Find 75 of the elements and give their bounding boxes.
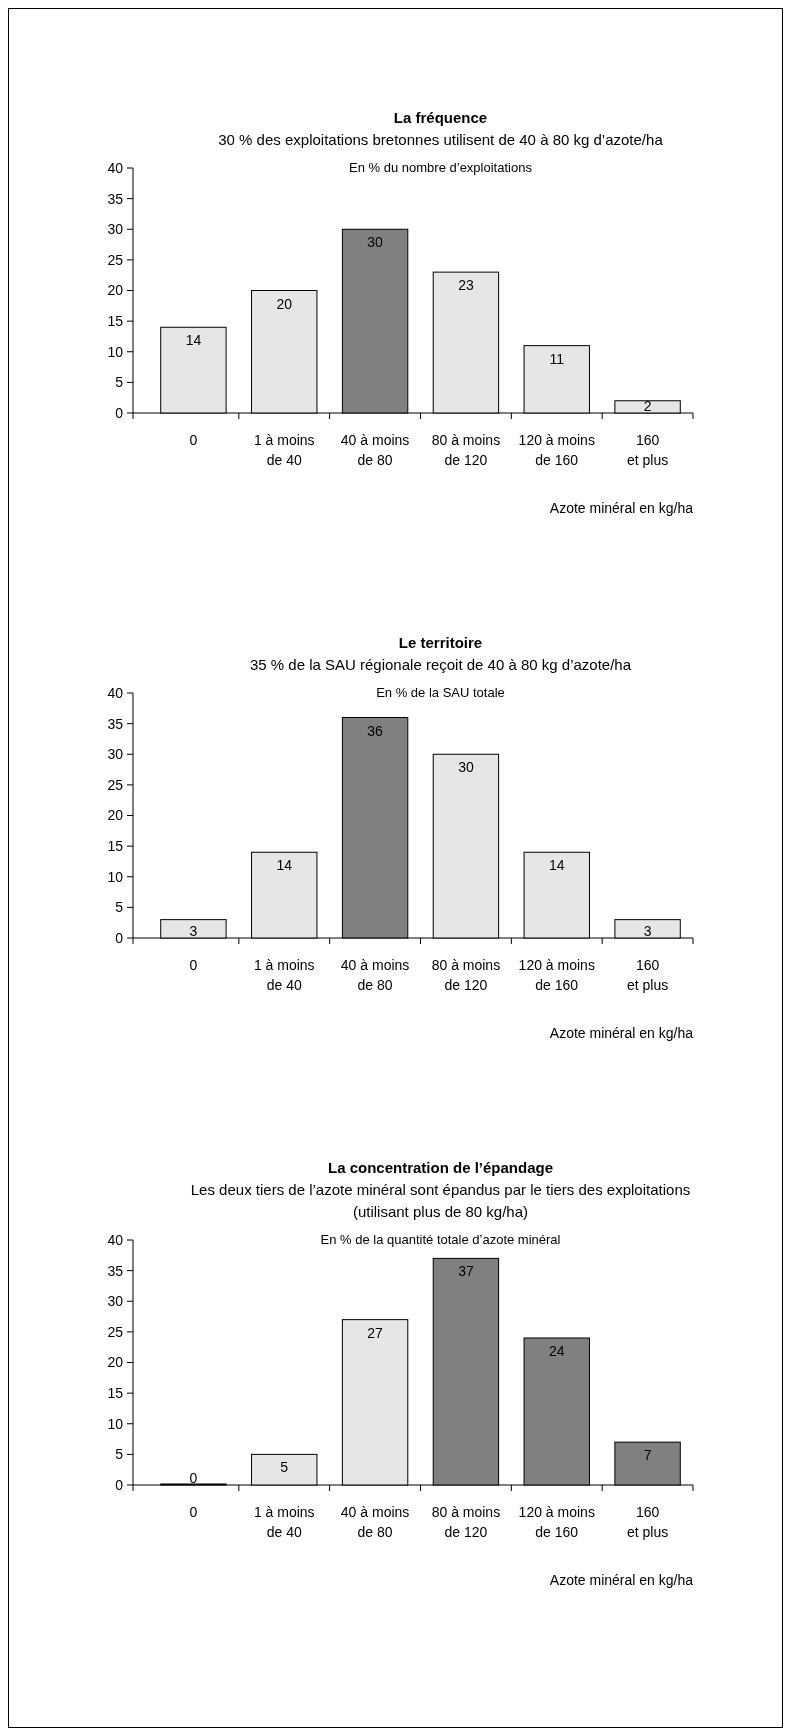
y-tick-label: 15: [107, 1385, 124, 1402]
chart-title: La fréquence: [393, 109, 488, 126]
data-label: 23: [458, 277, 474, 294]
data-label: 3: [189, 923, 198, 939]
y-tick-label: 30: [107, 1293, 124, 1310]
data-label: 5: [280, 1459, 289, 1476]
y-tick-label: 40: [107, 1231, 124, 1248]
data-label: 24: [548, 1343, 565, 1359]
x-tick-label: 1 à moins de 40: [253, 957, 315, 993]
data-label: 20: [276, 295, 293, 312]
x-axis-title: Azote minéral en kg/ha: [549, 1572, 694, 1588]
x-tick-label: 80 à moins de 120: [431, 1504, 501, 1540]
data-label: 30: [367, 234, 384, 251]
chart-subtitle: Les deux tiers de l’azote minéral sont épandus par le tiers des exploitations (utilisant plus de 80 kg/ha): [190, 1181, 691, 1220]
chart-subtitle: 30 % des exploitations bretonnes utilisent de 40 à 80 kg d’azote/ha: [218, 131, 664, 148]
x-tick-label: 160 et plus: [626, 1504, 669, 1540]
y-tick-label: 0: [115, 1476, 124, 1493]
y-tick-label: 20: [107, 282, 124, 299]
y-tick-label: 5: [115, 374, 124, 391]
y-tick-label: 10: [107, 868, 124, 885]
y-tick-label: 35: [107, 190, 124, 207]
x-tick-label: 120 à moins de 160: [518, 432, 595, 468]
x-tick-label: 0: [189, 957, 198, 973]
x-tick-label: 40 à moins de 80: [340, 432, 410, 468]
y-tick-label: 40: [107, 684, 124, 701]
data-label: 0: [189, 1470, 198, 1486]
x-tick-label: 160 et plus: [626, 432, 669, 468]
x-tick-label: 40 à moins de 80: [340, 1504, 410, 1540]
y-tick-label: 30: [107, 746, 124, 763]
data-label: 7: [643, 1447, 652, 1464]
y-tick-label: 20: [107, 1354, 124, 1371]
y-tick-label: 15: [107, 313, 124, 330]
y-tick-label: 40: [107, 159, 124, 176]
x-tick-label: 40 à moins de 80: [340, 957, 410, 993]
y-tick-label: 0: [115, 929, 124, 946]
x-tick-label: 80 à moins de 120: [431, 957, 501, 993]
x-tick-label: 1 à moins de 40: [253, 1504, 315, 1540]
x-tick-label: 0: [189, 1504, 198, 1520]
x-tick-label: 120 à moins de 160: [518, 1504, 595, 1540]
data-label: 2: [643, 398, 652, 414]
x-tick-label: 80 à moins de 120: [431, 432, 501, 468]
y-tick-label: 35: [107, 715, 124, 732]
y-tick-label: 5: [115, 1446, 124, 1463]
data-label: 36: [367, 722, 384, 739]
data-label: 14: [276, 857, 293, 874]
y-tick-label: 25: [107, 251, 124, 268]
x-axis-title: Azote minéral en kg/ha: [549, 1025, 694, 1041]
x-axis-title: Azote minéral en kg/ha: [549, 500, 694, 516]
y-tick-label: 20: [107, 807, 124, 824]
y-axis-title: En % de la quantité totale d’azote minéral: [320, 1232, 561, 1247]
chart-title: Le territoire: [398, 634, 483, 651]
y-axis-title: En % du nombre d’exploitations: [349, 160, 533, 175]
data-label: 27: [367, 1324, 384, 1341]
data-label: 14: [185, 332, 202, 349]
x-tick-label: 120 à moins de 160: [518, 957, 595, 993]
data-label: 3: [643, 923, 652, 939]
data-label: 14: [548, 857, 565, 874]
chart-title: La concentration de l’épandage: [327, 1159, 554, 1176]
x-tick-label: 1 à moins de 40: [253, 432, 315, 468]
y-tick-label: 25: [107, 776, 124, 793]
data-label: 30: [458, 759, 474, 776]
y-tick-label: 25: [107, 1323, 124, 1340]
data-label: 37: [458, 1263, 474, 1280]
y-tick-label: 0: [115, 404, 124, 421]
y-tick-label: 10: [107, 1415, 124, 1432]
y-tick-label: 10: [107, 343, 124, 360]
y-tick-label: 35: [107, 1262, 124, 1279]
y-axis-title: En % de la SAU totale: [376, 685, 505, 700]
x-tick-label: 0: [189, 432, 198, 448]
y-tick-label: 30: [107, 221, 124, 238]
data-label: 11: [549, 350, 565, 367]
y-tick-label: 5: [115, 899, 124, 916]
x-tick-label: 160 et plus: [626, 957, 669, 993]
y-tick-label: 15: [107, 838, 124, 855]
chart-subtitle: 35 % de la SAU régionale reçoit de 40 à 80 kg d’azote/ha: [249, 656, 632, 673]
